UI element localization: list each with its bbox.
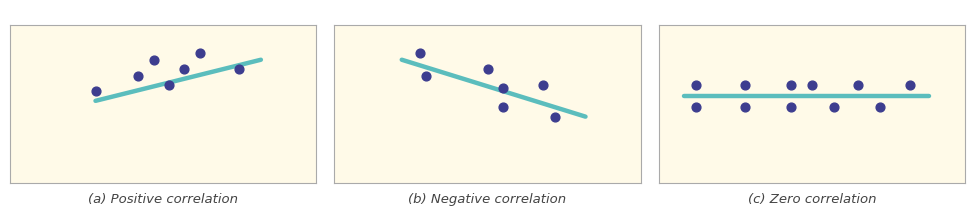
Point [737, 83, 753, 87]
Point [783, 83, 799, 87]
Point [232, 68, 248, 71]
Point [902, 83, 917, 87]
Text: (b) Negative correlation: (b) Negative correlation [409, 193, 566, 206]
Point [872, 105, 887, 109]
Point [688, 105, 704, 109]
Point [176, 68, 192, 71]
Text: (a) Positive correlation: (a) Positive correlation [88, 193, 238, 206]
Point [418, 74, 434, 77]
Point [804, 83, 820, 87]
Point [146, 58, 162, 61]
Point [688, 83, 704, 87]
Point [480, 68, 495, 71]
Point [850, 83, 866, 87]
Point [131, 74, 146, 77]
Point [88, 90, 103, 93]
Point [495, 87, 511, 90]
Point [192, 52, 208, 55]
Point [826, 105, 841, 109]
Point [495, 105, 511, 109]
Point [547, 115, 563, 118]
Text: (c) Zero correlation: (c) Zero correlation [748, 193, 877, 206]
Point [161, 83, 176, 87]
Point [535, 83, 551, 87]
Point [783, 105, 799, 109]
Point [412, 52, 428, 55]
Point [737, 105, 753, 109]
